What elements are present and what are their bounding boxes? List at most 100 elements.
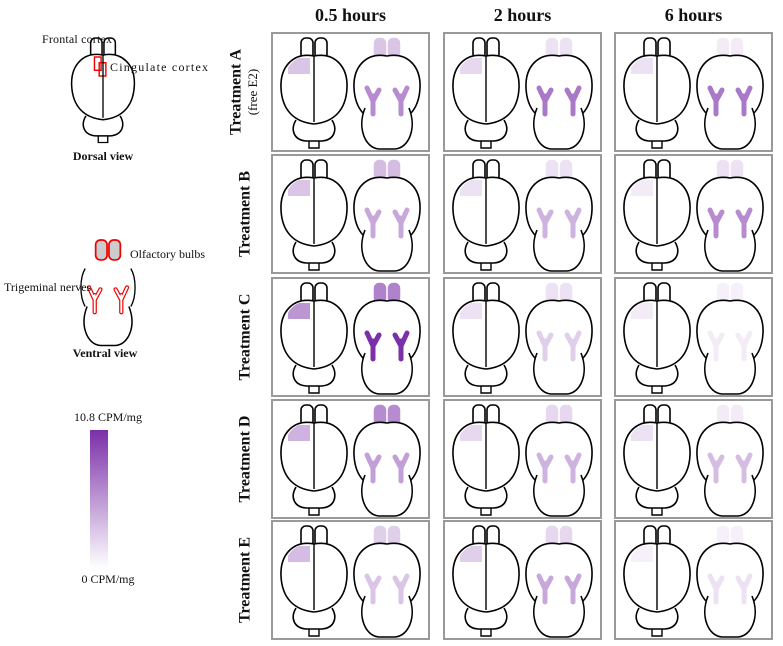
ventral-brain [353,282,421,395]
brainstem-outline [361,595,413,638]
dorsal-brain [280,525,348,637]
cerebellum-outline [464,364,508,387]
cerebellum-outline [635,241,679,264]
brainstem [308,263,320,271]
ventral-brain [353,525,421,638]
trigeminal-region [392,85,410,117]
ventral-brain [525,525,593,638]
dorsal-brain [623,159,691,271]
trigeminal-ref-inner [88,286,102,314]
brainstem-outline [704,352,756,395]
ventral-brain [353,404,421,517]
trigeminal-region [536,573,554,605]
brainstem-outline [704,595,756,638]
dorsal-brain [280,282,348,394]
brainstem [480,141,492,149]
dorsal-brain [280,404,348,516]
column-header: 6 hours [665,5,723,25]
frontal-region [460,546,482,562]
ventral-brain [696,37,764,150]
frontal-region [460,180,482,196]
ventral-brain [525,282,593,395]
trigeminal-region [735,330,753,362]
cerebellum-outline [292,119,336,142]
trigeminal-region [536,207,554,239]
color-scale [90,430,108,568]
trigeminal-region [392,452,410,484]
brainstem-outline [533,474,585,517]
trigeminal-region [564,85,582,117]
cerebellum-outline [635,607,679,630]
ventral-caption: Ventral view [73,346,138,360]
dorsal-brain [452,282,520,394]
olfactory-label: Olfactory bulbs [130,247,205,261]
brainstem [308,629,320,637]
frontal-region [460,58,482,74]
ventral-brain [696,525,764,638]
frontal-region [631,58,653,74]
trigeminal-region [564,452,582,484]
frontal-region [288,303,310,319]
cerebellum-outline [635,119,679,142]
dorsal-brain [280,159,348,271]
ventral-brain [696,404,764,517]
dorsal-brain [623,525,691,637]
brainstem [651,386,663,394]
trigeminal-region [564,573,582,605]
trigeminal-region [564,207,582,239]
brainstem [651,629,663,637]
frontal-region [631,303,653,319]
frontal-region [460,425,482,441]
frontal-region [288,546,310,562]
row-label: Treatment E [237,537,254,623]
trigeminal-region [364,452,382,484]
frontal-region [288,425,310,441]
ventral-brain [80,239,136,347]
frontal-region [460,303,482,319]
dorsal-brain [452,404,520,516]
cerebellum-outline [292,241,336,264]
trigeminal-ref-inner [114,286,128,314]
cerebellum-outline [82,115,124,137]
brainstem [480,386,492,394]
brainstem [651,508,663,516]
brainstem [308,386,320,394]
trigeminal-region [735,85,753,117]
brainstem [651,141,663,149]
dorsal-brain [70,37,136,144]
frontal-ref [93,56,102,72]
row-label: Treatment D [237,416,254,503]
brainstem-outline [533,352,585,395]
trigeminal-region [536,85,554,117]
brainstem-outline [704,107,756,150]
ventral-brain [696,282,764,395]
brainstem-outline [361,107,413,150]
cerebellum-outline [292,486,336,509]
brainstem [308,508,320,516]
cerebellum-outline [635,486,679,509]
cerebellum-outline [292,364,336,387]
brainstem-outline [361,474,413,517]
trigeminal-region [364,85,382,117]
trigeminal-region [707,207,725,239]
hemispheres-outline [80,268,136,307]
brainstem [97,135,109,144]
cerebellum-outline [464,607,508,630]
trigeminal-region [392,573,410,605]
brainstem-outline [704,474,756,517]
ventral-brain [525,404,593,517]
ventral-brain [525,159,593,272]
brainstem [651,263,663,271]
trigeminal-region [536,452,554,484]
brainstem-outline [533,107,585,150]
column-header: 2 hours [494,5,552,25]
trigeminal-region [564,330,582,362]
row-label: Treatment A [228,49,245,136]
frontal-label: Frontal cortex [42,32,112,46]
brainstem [308,141,320,149]
trigeminal-region [735,452,753,484]
trigeminal-region [364,573,382,605]
trigeminal-region [392,330,410,362]
frontal-region [631,425,653,441]
